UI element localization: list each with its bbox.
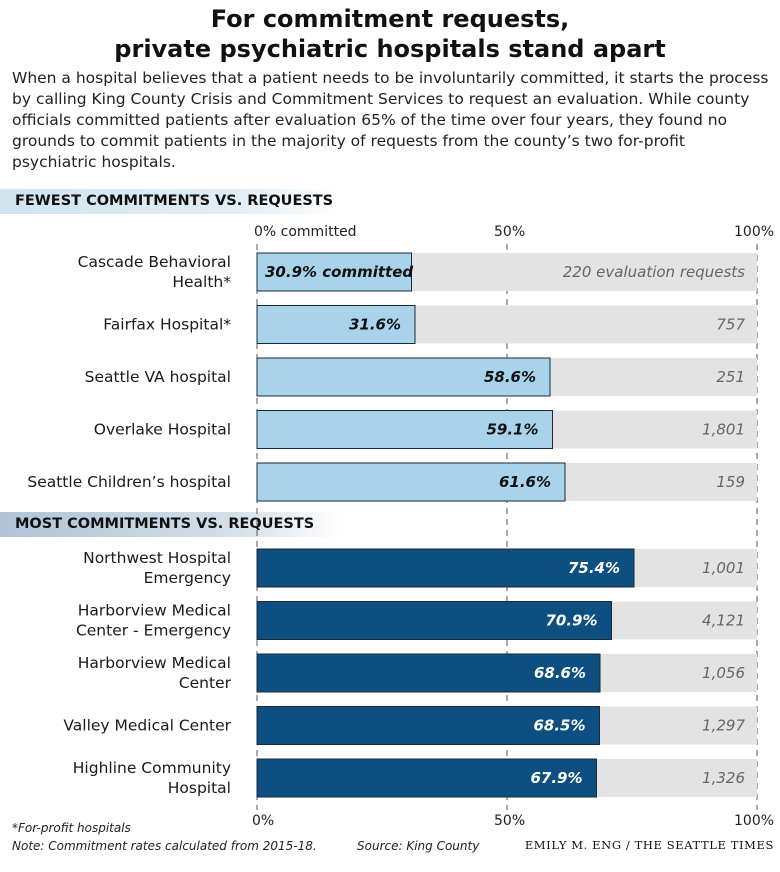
category-label: Center (179, 674, 232, 692)
bar-value-label: 31.6% (349, 316, 401, 334)
bar-value-label: 75.4% (568, 559, 620, 577)
axis-bottom-zero: 0% (252, 813, 275, 829)
title-line-1: For commitment requests, (210, 5, 570, 33)
category-label: Emergency (144, 569, 231, 587)
bar-track (600, 654, 757, 692)
axis-top-zero: 0% committed (254, 224, 357, 240)
bar (256, 305, 416, 344)
bar (256, 706, 600, 745)
title-line-2: private psychiatric hospitals stand apar… (114, 35, 666, 63)
bar-requests-label: 1,326 (702, 769, 745, 787)
bar (256, 410, 553, 449)
bar-track (550, 358, 757, 396)
axis-bottom-full: 100% (734, 813, 775, 829)
axis-top-half: 50% (494, 224, 526, 240)
category-label: Harborview Medical (78, 654, 231, 672)
axis-top-full: 100% (734, 224, 775, 240)
bar-track (552, 410, 757, 449)
bar-requests-label: 159 (716, 473, 745, 491)
section-fewest-header: FEWEST COMMITMENTS VS. REQUESTS (0, 189, 340, 214)
bar (256, 252, 412, 292)
category-label: Highline Community (73, 759, 231, 777)
chart-title: For commitment requests, private psychia… (0, 4, 780, 64)
bar-requests-label: 4,121 (702, 612, 745, 630)
bar (256, 601, 612, 640)
bar-track (596, 759, 757, 797)
bar-requests-label: 1,801 (702, 421, 745, 439)
bar-requests-label: 1,001 (702, 559, 745, 577)
category-label: Center - Emergency (76, 622, 231, 640)
axis-bottom-half: 50% (494, 813, 526, 829)
bar-requests-label: 757 (716, 316, 745, 334)
category-label: Seattle VA hospital (85, 368, 231, 386)
bar-track (415, 305, 757, 344)
bar-track (634, 549, 757, 587)
note-rates: Note: Commitment rates calculated from 2… (12, 839, 317, 853)
bar-requests-label: 251 (716, 368, 745, 386)
bar-value-label: 30.9% committed (265, 263, 413, 281)
bar-track (565, 463, 757, 501)
bar (256, 357, 551, 397)
bar (256, 653, 601, 693)
note-source: Source: King County (357, 839, 480, 853)
category-label: Seattle Children’s hospital (27, 473, 231, 491)
note-forprofit: *For-profit hospitals (12, 821, 131, 835)
bar-value-label: 59.1% (486, 421, 538, 439)
bar-requests-label: 1,297 (702, 717, 745, 735)
category-label: Health* (172, 273, 231, 291)
bar-track (611, 601, 757, 640)
bar (256, 462, 566, 502)
category-label: Fairfax Hospital* (103, 316, 231, 334)
bar (256, 758, 597, 798)
bar-value-label: 61.6% (499, 473, 551, 491)
bar-value-label: 68.5% (533, 717, 585, 735)
category-label: Overlake Hospital (94, 421, 231, 439)
bar-track (411, 253, 757, 291)
category-label: Valley Medical Center (63, 717, 231, 735)
bar (256, 548, 635, 588)
category-label: Northwest Hospital (83, 549, 231, 567)
category-label: Cascade Behavioral (78, 253, 231, 271)
bar-value-label: 68.6% (534, 664, 586, 682)
bar-requests-label: 1,056 (702, 664, 745, 682)
intro-text: When a hospital believes that a patient … (12, 69, 769, 171)
bar-track (599, 706, 757, 745)
category-label: Hospital (168, 779, 231, 797)
bar-value-label: 70.9% (545, 612, 597, 630)
section-most-header: MOST COMMITMENTS VS. REQUESTS (0, 512, 340, 537)
bar-value-label: 67.9% (530, 769, 582, 787)
bar-value-label: 58.6% (484, 368, 536, 386)
category-label: Harborview Medical (78, 602, 231, 620)
bar-requests-label: 220 evaluation requests (563, 263, 745, 281)
credit: EMILY M. ENG / THE SEATTLE TIMES (524, 838, 774, 852)
